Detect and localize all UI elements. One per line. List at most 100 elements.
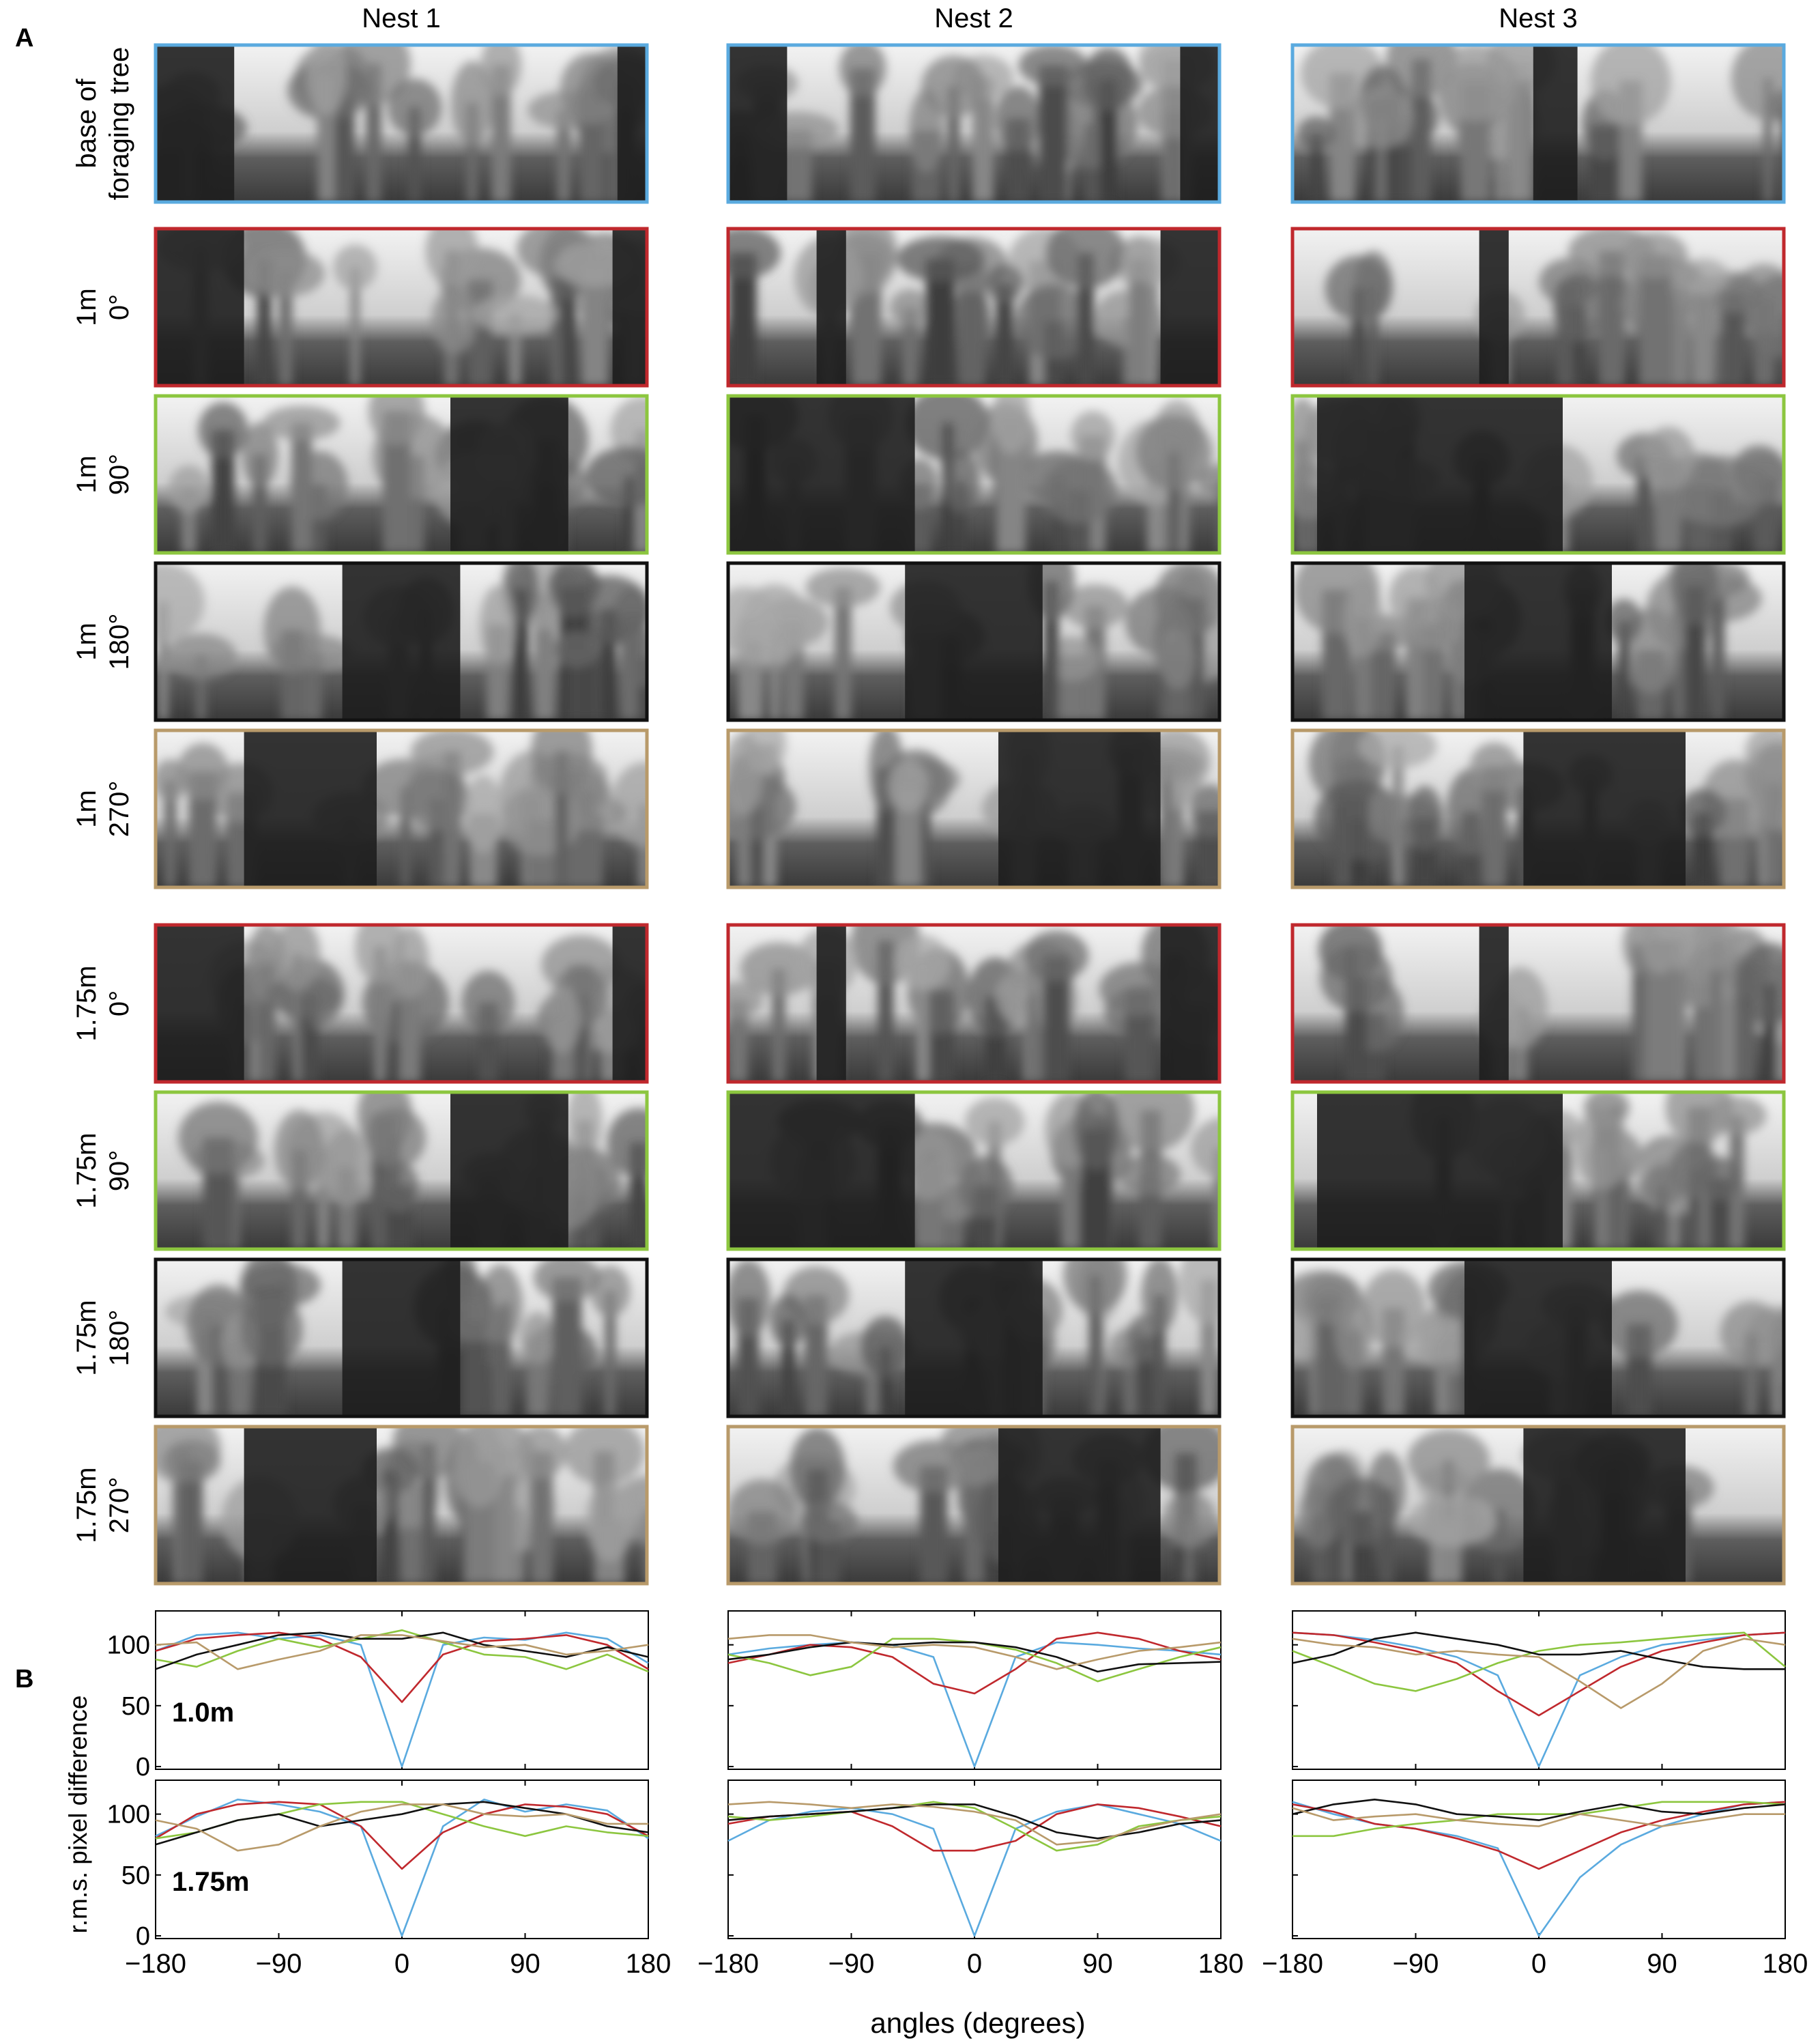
- panorama-image: [154, 394, 649, 555]
- series-line: [1292, 1807, 1785, 1827]
- rms-chart: [1292, 1610, 1786, 1770]
- rms-chart: [727, 1610, 1222, 1770]
- panorama-image: [726, 561, 1222, 722]
- x-axis-label: angles (degrees): [870, 2007, 1085, 2039]
- row-label-line: 1.75m: [72, 1467, 102, 1543]
- y-tick-label: 0: [136, 1922, 150, 1951]
- panorama-image: [1290, 43, 1786, 204]
- panorama-image: [1290, 227, 1786, 388]
- column-header: Nest 3: [1499, 3, 1578, 33]
- series-line: [727, 1803, 1222, 1937]
- row-label-line: 180°: [104, 1310, 134, 1367]
- panorama-image: [1290, 1257, 1786, 1418]
- distance-label: 1.75m: [172, 1867, 249, 1897]
- y-axis-label: r.m.s. pixel difference: [64, 1696, 92, 1934]
- x-tick-label: 180: [626, 1949, 671, 1979]
- y-tick-label: 0: [136, 1753, 150, 1782]
- x-tick-label: 0: [394, 1949, 409, 1979]
- row-label-line: 90°: [104, 1150, 134, 1192]
- panorama-image: [726, 43, 1222, 204]
- panorama-border: [1290, 561, 1786, 722]
- panorama-image: [726, 1090, 1222, 1251]
- series-line: [1292, 1801, 1786, 1870]
- panorama-image: [1290, 394, 1786, 555]
- panorama-image: [1290, 728, 1786, 889]
- x-tick-label: −180: [125, 1949, 186, 1979]
- panel-b-letter: B: [15, 1665, 33, 1694]
- row-label-line: 1m: [72, 790, 102, 828]
- series-line: [155, 1629, 649, 1673]
- row-label-line: 0°: [104, 990, 134, 1016]
- column-header: Nest 2: [934, 3, 1013, 33]
- panorama-border: [1290, 43, 1786, 204]
- rms-chart: 0 50 100 1.0m: [107, 1610, 649, 1782]
- series-line: [155, 1631, 649, 1703]
- chart-frame: [727, 1610, 1222, 1770]
- panorama-border: [1290, 923, 1786, 1084]
- series-line: [727, 1803, 1222, 1840]
- series-line: [727, 1801, 1222, 1852]
- row-label-line: 180°: [104, 614, 134, 670]
- panorama-border: [726, 1257, 1222, 1418]
- row-label-line: base of: [72, 78, 102, 169]
- panorama-image: [154, 561, 649, 722]
- y-tick-label: 50: [121, 1692, 150, 1721]
- panorama-border: [1290, 728, 1786, 889]
- panorama-image: [726, 394, 1222, 555]
- panorama-border: [726, 1090, 1222, 1251]
- series-line: [1292, 1799, 1786, 1821]
- row-label-line: 0°: [104, 294, 134, 320]
- row-label-line: 1m: [72, 623, 102, 661]
- row-label: 1.75m 270°: [72, 1467, 134, 1543]
- x-tick-label: 180: [1198, 1949, 1244, 1979]
- row-label: 1m 270°: [72, 781, 134, 838]
- panorama-image: [1290, 1425, 1786, 1586]
- chart-frame: [727, 1780, 1222, 1939]
- panorama-border: [1290, 227, 1786, 388]
- row-label: 1.75m 90°: [72, 1132, 134, 1208]
- row-label: 1m 90°: [72, 454, 134, 496]
- panorama-image: [154, 923, 649, 1084]
- rms-chart: −180 −90 0 90 180: [697, 1780, 1243, 1979]
- series-line: [1292, 1631, 1786, 1768]
- panel-a: A Nest 1 Nest 2 Nest 3 base of foraging tre…: [15, 3, 1786, 1586]
- panorama-image: [1290, 561, 1786, 722]
- panorama-border: [154, 1257, 649, 1418]
- chart-frame: [155, 1610, 649, 1770]
- panorama-border: [726, 43, 1222, 204]
- series-line: [155, 1634, 649, 1670]
- x-tick-label: −90: [256, 1949, 302, 1979]
- panorama-border: [1290, 1257, 1786, 1418]
- panorama-border: [726, 1425, 1222, 1586]
- panorama-image: [1290, 923, 1786, 1084]
- rms-chart: −180 −90 0 90 180: [1262, 1780, 1808, 1979]
- panorama-image: [154, 43, 649, 204]
- row-label: base of foraging tree: [72, 47, 134, 201]
- panorama-image: [726, 1257, 1222, 1418]
- series-line: [1292, 1631, 1785, 1670]
- panorama-image: [154, 1425, 649, 1586]
- series-line: [155, 1799, 649, 1937]
- column-headers: Nest 1 Nest 2 Nest 3: [362, 3, 1578, 33]
- y-tick-label: 50: [121, 1861, 150, 1890]
- series-line: [1292, 1631, 1786, 1692]
- series-line: [155, 1803, 648, 1852]
- series-line: [155, 1801, 649, 1870]
- x-tick-label: −180: [1262, 1949, 1323, 1979]
- panorama-border: [726, 561, 1222, 722]
- panorama-border: [1290, 394, 1786, 555]
- row-label-line: 1.75m: [72, 1132, 102, 1208]
- rms-difference-charts: 0 50 100 1.0m 0 50 100 1.75m −180 −90 0 90 180 −180 −9…: [107, 1610, 1808, 1979]
- panorama-border: [726, 394, 1222, 555]
- panel-a-letter: A: [15, 24, 33, 53]
- y-tick-label: 100: [107, 1631, 150, 1660]
- panorama-border: [726, 227, 1222, 388]
- row-label-line: 270°: [104, 781, 134, 838]
- x-tick-label: 90: [1082, 1949, 1113, 1979]
- series-line: [1292, 1801, 1786, 1838]
- row-label-line: 1m: [72, 455, 102, 494]
- series-line: [727, 1641, 1222, 1673]
- rms-chart: 0 50 100 1.75m −180 −90 0 90 180: [107, 1780, 671, 1979]
- panorama-border: [726, 923, 1222, 1084]
- row-label: 1.75m 180°: [72, 1300, 134, 1375]
